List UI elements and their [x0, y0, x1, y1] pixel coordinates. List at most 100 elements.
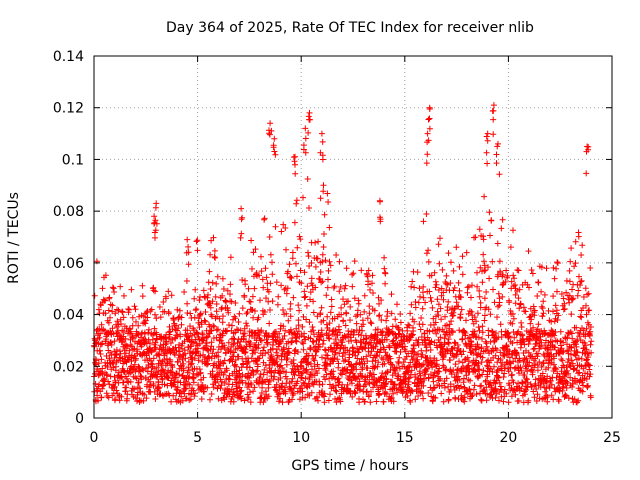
data-point — [200, 374, 207, 381]
y-axis-label: ROTI / TECUs — [6, 192, 22, 284]
data-point — [412, 299, 419, 305]
data-point — [209, 298, 216, 305]
data-point — [289, 249, 296, 256]
data-point — [314, 393, 320, 400]
data-point — [345, 358, 352, 365]
data-point — [312, 284, 319, 291]
data-point — [278, 282, 285, 289]
data-point — [367, 319, 374, 326]
data-point — [184, 327, 191, 334]
data-point — [96, 347, 103, 354]
data-point — [249, 265, 255, 272]
data-point — [463, 317, 469, 324]
data-point — [297, 267, 304, 274]
data-point — [477, 383, 484, 390]
data-point — [255, 341, 262, 348]
data-point — [308, 360, 314, 367]
data-point — [553, 265, 560, 272]
data-point — [295, 349, 301, 355]
data-point — [216, 362, 223, 369]
data-point — [328, 296, 335, 303]
data-point — [439, 266, 446, 273]
data-point — [428, 298, 435, 305]
data-point — [109, 325, 116, 332]
data-point — [117, 350, 124, 357]
x-tick-label: 0 — [90, 430, 99, 446]
data-point — [203, 340, 210, 347]
data-point — [191, 355, 198, 362]
data-point — [183, 278, 190, 284]
data-point — [174, 306, 181, 313]
data-point — [198, 321, 205, 328]
data-point — [532, 376, 539, 383]
data-point — [277, 395, 284, 402]
data-point — [167, 358, 174, 365]
data-point — [205, 353, 212, 360]
data-points — [91, 102, 595, 406]
data-point — [185, 243, 192, 250]
data-point — [260, 399, 267, 406]
data-point — [274, 334, 281, 341]
data-point — [308, 260, 315, 266]
data-point — [435, 241, 442, 248]
data-point — [306, 383, 313, 390]
data-point — [473, 391, 480, 397]
data-point — [227, 281, 234, 288]
data-point — [152, 234, 158, 241]
data-point — [288, 378, 295, 385]
data-point — [121, 353, 128, 360]
y-tick-label: 0.08 — [53, 204, 84, 220]
data-point — [367, 399, 374, 406]
data-point — [230, 398, 237, 405]
data-point — [237, 327, 244, 334]
data-point — [481, 258, 487, 265]
data-point — [201, 317, 208, 324]
data-point — [305, 249, 311, 256]
data-point — [98, 327, 105, 334]
data-point — [306, 319, 313, 326]
data-point — [351, 258, 358, 265]
data-point — [257, 371, 264, 377]
data-point — [247, 340, 254, 346]
data-point — [187, 323, 193, 330]
data-point — [408, 301, 415, 308]
data-point — [301, 269, 308, 276]
data-point — [554, 259, 561, 266]
data-point — [343, 265, 350, 272]
y-tick-label: 0.04 — [53, 308, 84, 324]
data-point — [322, 367, 329, 374]
data-point — [211, 323, 218, 330]
data-point — [192, 286, 199, 293]
data-point — [136, 385, 143, 392]
data-point — [126, 347, 133, 354]
data-point — [252, 246, 259, 253]
data-point — [118, 374, 125, 381]
data-point — [97, 330, 104, 337]
data-point — [184, 300, 191, 307]
data-point — [221, 380, 228, 386]
data-point — [230, 335, 237, 342]
data-point — [163, 350, 170, 357]
data-point — [272, 151, 279, 158]
data-point — [300, 340, 307, 347]
data-point — [483, 397, 490, 404]
data-point — [575, 233, 582, 240]
data-point — [300, 346, 307, 353]
data-point — [278, 228, 285, 235]
data-point — [207, 328, 214, 334]
data-point — [302, 394, 309, 401]
data-point — [317, 269, 324, 275]
data-point — [210, 346, 217, 353]
data-point — [166, 334, 173, 340]
data-point — [112, 363, 119, 370]
data-point — [480, 251, 487, 258]
data-point — [211, 254, 218, 260]
data-point — [237, 234, 244, 241]
data-point — [139, 366, 146, 373]
data-point — [541, 291, 548, 298]
data-point — [292, 170, 299, 177]
data-point — [423, 211, 430, 217]
data-point — [267, 251, 274, 258]
data-point — [193, 238, 200, 245]
data-point — [319, 138, 326, 145]
